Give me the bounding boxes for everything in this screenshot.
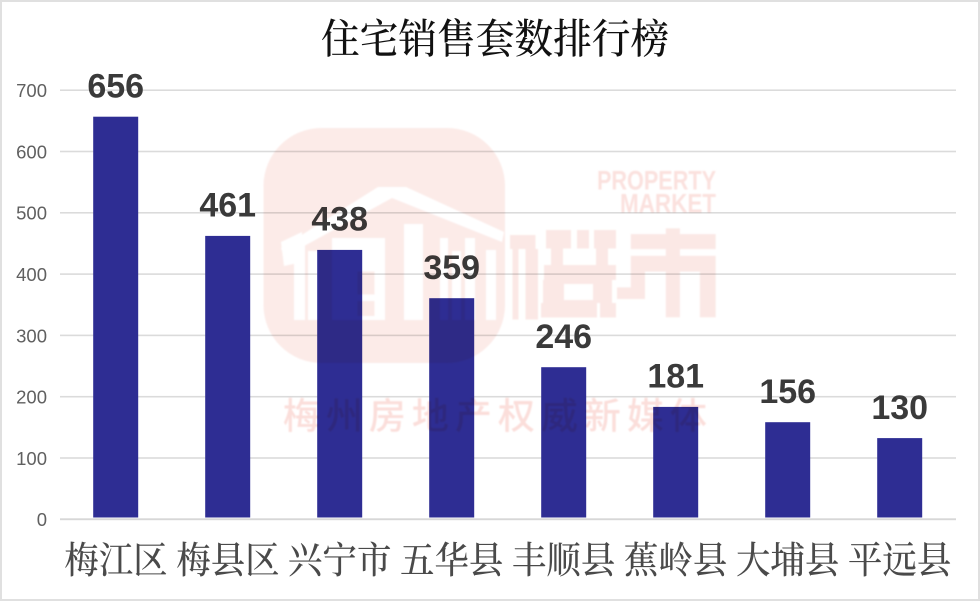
svg-text:400: 400 <box>16 264 47 285</box>
svg-text:200: 200 <box>16 387 47 408</box>
svg-text:MARKET: MARKET <box>620 189 716 219</box>
svg-text:500: 500 <box>16 203 47 224</box>
svg-text:300: 300 <box>16 325 47 346</box>
svg-text:181: 181 <box>647 358 704 396</box>
svg-text:656: 656 <box>87 68 144 106</box>
svg-text:461: 461 <box>199 187 256 225</box>
svg-text:PROPERTY: PROPERTY <box>597 166 716 196</box>
svg-text:0: 0 <box>37 509 47 530</box>
svg-text:156: 156 <box>759 373 816 411</box>
svg-text:130: 130 <box>871 389 928 427</box>
svg-text:700: 700 <box>16 80 47 101</box>
svg-text:246: 246 <box>535 318 592 356</box>
svg-text:600: 600 <box>16 141 47 162</box>
svg-text:100: 100 <box>16 448 47 469</box>
